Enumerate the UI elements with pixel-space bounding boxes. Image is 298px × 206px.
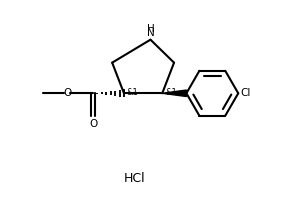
Text: O: O xyxy=(63,88,71,98)
Polygon shape xyxy=(162,90,187,97)
Text: H: H xyxy=(147,24,154,34)
Text: N: N xyxy=(147,28,154,39)
Text: O: O xyxy=(89,119,97,129)
Text: Cl: Cl xyxy=(240,88,251,98)
Text: HCl: HCl xyxy=(123,172,145,185)
Text: &1: &1 xyxy=(165,88,177,97)
Text: &1: &1 xyxy=(127,88,139,97)
